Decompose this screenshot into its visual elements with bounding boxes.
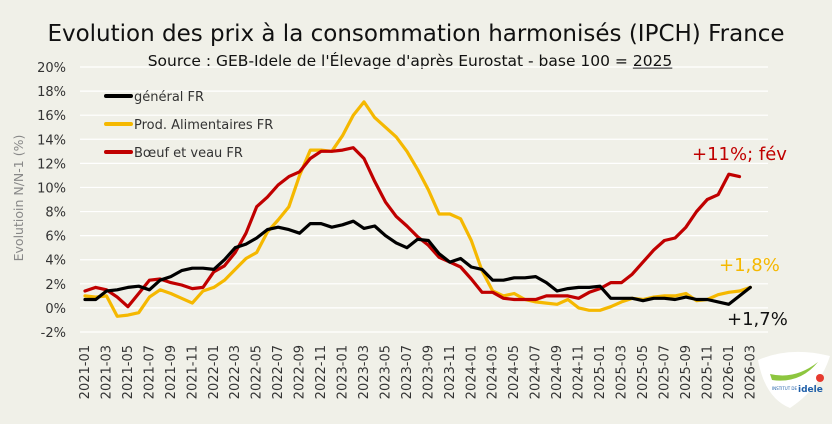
y-tick-label: 10% <box>37 181 66 196</box>
y-axis-ticks: -2% 0% 2% 4% 6% 8% 10% 12% 14% 16% 18% 20% <box>37 61 66 341</box>
legend-label-2: Bœuf et veau FR <box>134 146 243 161</box>
legend-label-0: général FR <box>134 90 204 105</box>
legend-label-1: Prod. Alimentaires FR <box>134 118 273 133</box>
x-tick-label: 2022-05 <box>250 345 265 399</box>
x-tick-label: 2025-07 <box>657 345 672 399</box>
x-tick-label: 2023-09 <box>421 345 436 399</box>
subtitle-source: Source : GEB-Idele de l'Élevage d'après … <box>148 51 633 70</box>
x-tick-label: 2022-07 <box>271 345 286 399</box>
x-tick-label: 2021-03 <box>99 345 114 399</box>
gridlines <box>80 66 768 333</box>
x-tick-label: 2021-05 <box>121 345 136 399</box>
x-tick-label: 2025-09 <box>679 345 694 399</box>
y-axis-title: Evolutioin N/N-1 (%) <box>11 135 26 262</box>
x-tick-label: 2026-01 <box>722 345 737 399</box>
y-tick-label: 2% <box>45 278 66 293</box>
series-line-2 <box>83 146 742 309</box>
y-tick-label: 20% <box>37 61 66 76</box>
y-tick-label: 12% <box>37 157 66 172</box>
x-tick-label: 2024-01 <box>464 345 479 399</box>
x-tick-label: 2022-03 <box>228 345 243 399</box>
x-tick-label: 2024-05 <box>507 345 522 399</box>
x-tick-label: 2025-01 <box>593 345 608 399</box>
y-tick-label: -2% <box>41 326 66 341</box>
x-tick-label: 2023-11 <box>443 345 458 399</box>
chart-subtitle: Source : GEB-Idele de l'Élevage d'après … <box>148 51 673 70</box>
y-tick-label: 16% <box>37 109 66 124</box>
annotation-beef: +11%; fév <box>692 144 787 165</box>
y-tick-label: 8% <box>45 206 66 221</box>
x-tick-label: 2024-09 <box>550 345 565 399</box>
x-tick-label: 2023-05 <box>378 345 393 399</box>
x-tick-label: 2023-07 <box>400 345 415 399</box>
x-tick-label: 2023-01 <box>336 345 351 399</box>
x-tick-label: 2024-07 <box>529 345 544 399</box>
svg-text:idele: idele <box>798 385 823 395</box>
x-tick-label: 2021-11 <box>185 345 200 399</box>
x-tick-label: 2024-11 <box>572 345 587 399</box>
x-tick-label: 2025-05 <box>636 345 651 399</box>
x-tick-label: 2021-07 <box>142 345 157 399</box>
idele-logo: INSTITUT DE idele <box>758 351 830 408</box>
x-axis-ticks: 2021-01 2021-03 2021-05 2021-07 2021-09 2021-… <box>78 345 758 399</box>
y-tick-label: 4% <box>45 254 66 269</box>
legend: général FR Prod. Alimentaires FR Bœuf et v… <box>104 90 273 161</box>
chart-title: Evolution des prix à la consommation har… <box>47 21 784 47</box>
subtitle-base-year: 2025 <box>633 52 672 70</box>
y-tick-label: 18% <box>37 85 66 100</box>
x-tick-label: 2022-09 <box>293 345 308 399</box>
x-tick-label: 2022-11 <box>314 345 329 399</box>
y-tick-label: 6% <box>45 230 66 245</box>
annotation-general: +1,7% <box>727 309 788 330</box>
y-tick-label: 0% <box>45 302 66 317</box>
x-tick-label: 2021-01 <box>78 345 93 399</box>
x-tick-label: 2023-03 <box>357 345 372 399</box>
svg-text:INSTITUT DE: INSTITUT DE <box>772 386 798 391</box>
x-tick-label: 2025-03 <box>615 345 630 399</box>
x-tick-label: 2021-09 <box>164 345 179 399</box>
x-tick-label: 2026-03 <box>743 345 758 399</box>
series-lines <box>83 100 752 318</box>
x-tick-label: 2024-03 <box>486 345 501 399</box>
x-tick-label: 2025-11 <box>700 345 715 399</box>
y-tick-label: 14% <box>37 133 66 148</box>
series-line-0 <box>83 219 752 306</box>
x-tick-label: 2022-01 <box>207 345 222 399</box>
annotation-food: +1,8% <box>719 255 780 276</box>
